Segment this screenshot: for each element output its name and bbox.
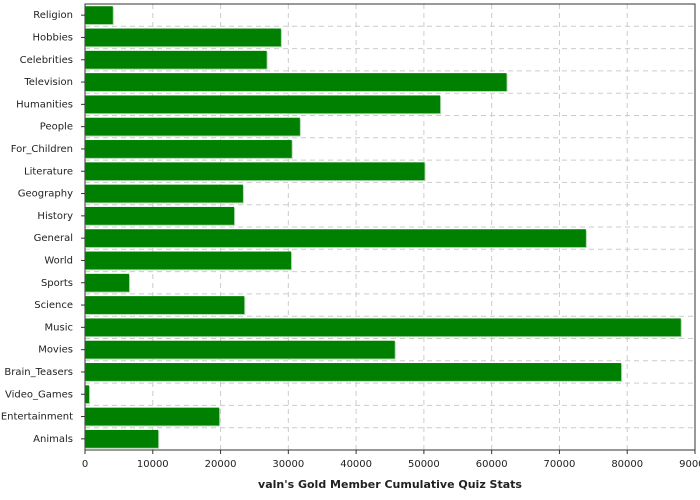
bar bbox=[85, 140, 292, 158]
bar bbox=[85, 251, 292, 270]
y-tick-label: Video_Games bbox=[5, 389, 73, 400]
bar bbox=[85, 206, 235, 225]
bar bbox=[85, 340, 395, 359]
bar bbox=[85, 6, 113, 25]
x-tick-label: 50000 bbox=[408, 459, 440, 470]
y-tick-label: Humanities bbox=[16, 99, 73, 110]
bar bbox=[85, 28, 281, 47]
bar bbox=[85, 95, 441, 114]
bar bbox=[85, 117, 300, 136]
bar bbox=[85, 73, 507, 91]
bar bbox=[85, 318, 681, 337]
x-tick-label: 30000 bbox=[272, 459, 304, 470]
y-tick-label: Television bbox=[23, 77, 73, 88]
x-tick-label: 80000 bbox=[611, 459, 643, 470]
y-tick-label: Music bbox=[45, 322, 73, 333]
y-tick-label: Sports bbox=[41, 278, 73, 289]
y-tick-label: Religion bbox=[33, 10, 73, 21]
x-tick-label: 10000 bbox=[137, 459, 169, 470]
y-tick-label: Movies bbox=[38, 345, 73, 356]
y-tick-label: For_Children bbox=[11, 144, 73, 155]
x-tick-label: 60000 bbox=[476, 459, 508, 470]
x-tick-label: 40000 bbox=[340, 459, 372, 470]
bar bbox=[85, 273, 130, 292]
y-tick-label: History bbox=[37, 211, 73, 222]
bar bbox=[85, 407, 220, 426]
x-axis-title: valn's Gold Member Cumulative Quiz Stats bbox=[258, 478, 522, 491]
y-tick-label: Celebrities bbox=[20, 55, 73, 66]
bar bbox=[85, 50, 267, 69]
y-tick-label: Geography bbox=[18, 189, 73, 200]
y-tick-label: People bbox=[40, 122, 73, 133]
bar bbox=[85, 296, 245, 314]
bar bbox=[85, 363, 622, 381]
y-tick-label: General bbox=[34, 233, 73, 244]
bar bbox=[85, 429, 159, 448]
bar bbox=[85, 162, 425, 181]
y-tick-label: Science bbox=[34, 300, 73, 311]
y-tick-label: Literature bbox=[24, 166, 73, 177]
y-tick-label: Entertainment bbox=[1, 412, 73, 423]
x-tick-label: 70000 bbox=[544, 459, 576, 470]
bar bbox=[85, 385, 90, 404]
plot-frame bbox=[84, 3, 696, 451]
y-tick-label: Animals bbox=[33, 434, 73, 445]
y-tick-label: World bbox=[44, 255, 73, 266]
bar bbox=[85, 229, 586, 248]
x-tick-label: 90000 bbox=[679, 459, 700, 470]
x-tick-label: 0 bbox=[82, 459, 88, 470]
y-tick-label: Hobbies bbox=[33, 32, 73, 43]
y-tick-label: Brain_Teasers bbox=[4, 367, 73, 378]
bar bbox=[85, 184, 243, 203]
x-tick-label: 20000 bbox=[205, 459, 237, 470]
